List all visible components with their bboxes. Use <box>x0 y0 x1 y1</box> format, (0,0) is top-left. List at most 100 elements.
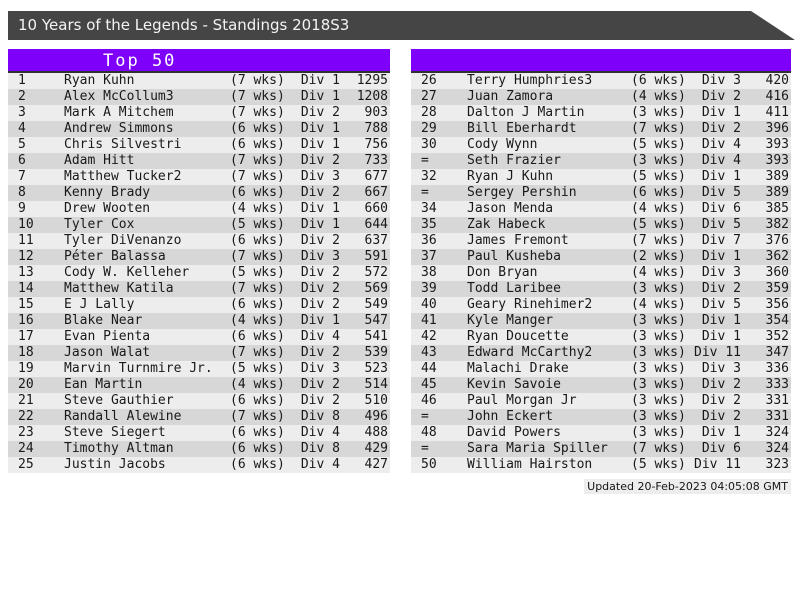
name-cell: Kenny Brady <box>64 185 151 200</box>
division-cell: Div 11 <box>694 345 741 360</box>
division-cell: Div 1 <box>300 313 340 328</box>
division-cell: Div 5 <box>701 185 741 200</box>
rank-cell: 24 <box>18 441 34 456</box>
weeks-cell: (6 wks) <box>230 137 285 152</box>
score-cell: 427 <box>364 457 388 472</box>
table-row: 43 Edward McCarthy2 (3 wks) Div 11 347 <box>411 345 791 361</box>
rank-cell: 2 <box>18 89 26 104</box>
rank-cell: 40 <box>421 297 437 312</box>
weeks-cell: (5 wks) <box>631 217 686 232</box>
score-cell: 347 <box>765 345 789 360</box>
score-cell: 677 <box>364 169 388 184</box>
score-cell: 420 <box>765 73 789 88</box>
name-cell: Tyler Cox <box>64 217 135 232</box>
score-cell: 389 <box>765 185 789 200</box>
division-cell: Div 2 <box>701 121 741 136</box>
score-cell: 359 <box>765 281 789 296</box>
score-cell: 510 <box>364 393 388 408</box>
division-cell: Div 1 <box>300 201 340 216</box>
rank-cell: 7 <box>18 169 26 184</box>
rank-cell: 27 <box>421 89 437 104</box>
table-row: 36 James Fremont (7 wks) Div 7 376 <box>411 233 791 249</box>
table-row: 44 Malachi Drake (3 wks) Div 3 336 <box>411 361 791 377</box>
score-cell: 389 <box>765 169 789 184</box>
score-cell: 393 <box>765 153 789 168</box>
division-cell: Div 4 <box>701 137 741 152</box>
table-row: 20 Ean Martin (4 wks) Div 2 514 <box>8 377 390 393</box>
updated-timestamp: Updated 20-Feb-2023 04:05:08 GMT <box>584 479 791 494</box>
score-cell: 539 <box>364 345 388 360</box>
score-cell: 360 <box>765 265 789 280</box>
weeks-cell: (7 wks) <box>230 249 285 264</box>
rank-cell: 8 <box>18 185 26 200</box>
rank-cell: 10 <box>18 217 34 232</box>
name-cell: Kyle Manger <box>467 313 554 328</box>
table-header-right <box>411 49 791 73</box>
table-row: = John Eckert (3 wks) Div 2 331 <box>411 409 791 425</box>
weeks-cell: (5 wks) <box>631 169 686 184</box>
rank-cell: 50 <box>421 457 437 472</box>
weeks-cell: (3 wks) <box>631 281 686 296</box>
weeks-cell: (7 wks) <box>230 345 285 360</box>
table-row: 13 Cody W. Kelleher (5 wks) Div 2 572 <box>8 265 390 281</box>
rank-cell: 13 <box>18 265 34 280</box>
weeks-cell: (3 wks) <box>631 345 686 360</box>
division-cell: Div 1 <box>701 169 741 184</box>
score-cell: 541 <box>364 329 388 344</box>
name-cell: Justin Jacobs <box>64 457 166 472</box>
weeks-cell: (6 wks) <box>230 425 285 440</box>
table-row: 5 Chris Silvestri (6 wks) Div 1 756 <box>8 137 390 153</box>
table-row: = Sara Maria Spiller (7 wks) Div 6 324 <box>411 441 791 457</box>
rank-cell: 29 <box>421 121 437 136</box>
name-cell: Steve Siegert <box>64 425 166 440</box>
division-cell: Div 3 <box>701 73 741 88</box>
table-row: 22 Randall Alewine (7 wks) Div 8 496 <box>8 409 390 425</box>
table-row: 1 Ryan Kuhn (7 wks) Div 1 1295 <box>8 73 390 89</box>
weeks-cell: (7 wks) <box>230 89 285 104</box>
weeks-cell: (7 wks) <box>631 121 686 136</box>
weeks-cell: (7 wks) <box>230 73 285 88</box>
weeks-cell: (5 wks) <box>631 137 686 152</box>
table-row: 18 Jason Walat (7 wks) Div 2 539 <box>8 345 390 361</box>
table-row: 19 Marvin Turnmire Jr. (5 wks) Div 3 523 <box>8 361 390 377</box>
rank-cell: 25 <box>18 457 34 472</box>
table-header-top50: Top 50 <box>8 49 390 73</box>
name-cell: Blake Near <box>64 313 143 328</box>
footer: Updated 20-Feb-2023 04:05:08 GMT <box>411 475 791 494</box>
division-cell: Div 2 <box>300 265 340 280</box>
name-cell: Juan Zamora <box>467 89 554 104</box>
standings-table-left: Top 50 1 Ryan Kuhn (7 wks) Div 1 1295 2 … <box>8 49 390 473</box>
table-row: 24 Timothy Altman (6 wks) Div 8 429 <box>8 441 390 457</box>
table-row: 6 Adam Hitt (7 wks) Div 2 733 <box>8 153 390 169</box>
name-cell: Péter Balassa <box>64 249 166 264</box>
division-cell: Div 1 <box>300 217 340 232</box>
table-row: 34 Jason Menda (4 wks) Div 6 385 <box>411 201 791 217</box>
score-cell: 660 <box>364 201 388 216</box>
table-row: 15 E J Lally (6 wks) Div 2 549 <box>8 297 390 313</box>
rank-cell: 41 <box>421 313 437 328</box>
division-cell: Div 3 <box>701 265 741 280</box>
division-cell: Div 8 <box>300 441 340 456</box>
name-cell: Don Bryan <box>467 265 538 280</box>
name-cell: Sara Maria Spiller <box>467 441 608 456</box>
name-cell: Adam Hitt <box>64 153 135 168</box>
score-cell: 393 <box>765 137 789 152</box>
division-cell: Div 1 <box>701 329 741 344</box>
rank-cell: 37 <box>421 249 437 264</box>
rank-cell: 43 <box>421 345 437 360</box>
table-row: 40 Geary Rinehimer2 (4 wks) Div 5 356 <box>411 297 791 313</box>
division-cell: Div 1 <box>300 121 340 136</box>
weeks-cell: (6 wks) <box>230 121 285 136</box>
weeks-cell: (7 wks) <box>230 153 285 168</box>
rank-cell: 9 <box>18 201 26 216</box>
score-cell: 429 <box>364 441 388 456</box>
rank-cell: = <box>421 409 429 424</box>
rank-cell: 6 <box>18 153 26 168</box>
weeks-cell: (3 wks) <box>631 153 686 168</box>
division-cell: Div 2 <box>300 185 340 200</box>
table-row: 30 Cody Wynn (5 wks) Div 4 393 <box>411 137 791 153</box>
name-cell: Malachi Drake <box>467 361 569 376</box>
name-cell: Ean Martin <box>64 377 143 392</box>
score-cell: 324 <box>765 425 789 440</box>
division-cell: Div 4 <box>300 457 340 472</box>
